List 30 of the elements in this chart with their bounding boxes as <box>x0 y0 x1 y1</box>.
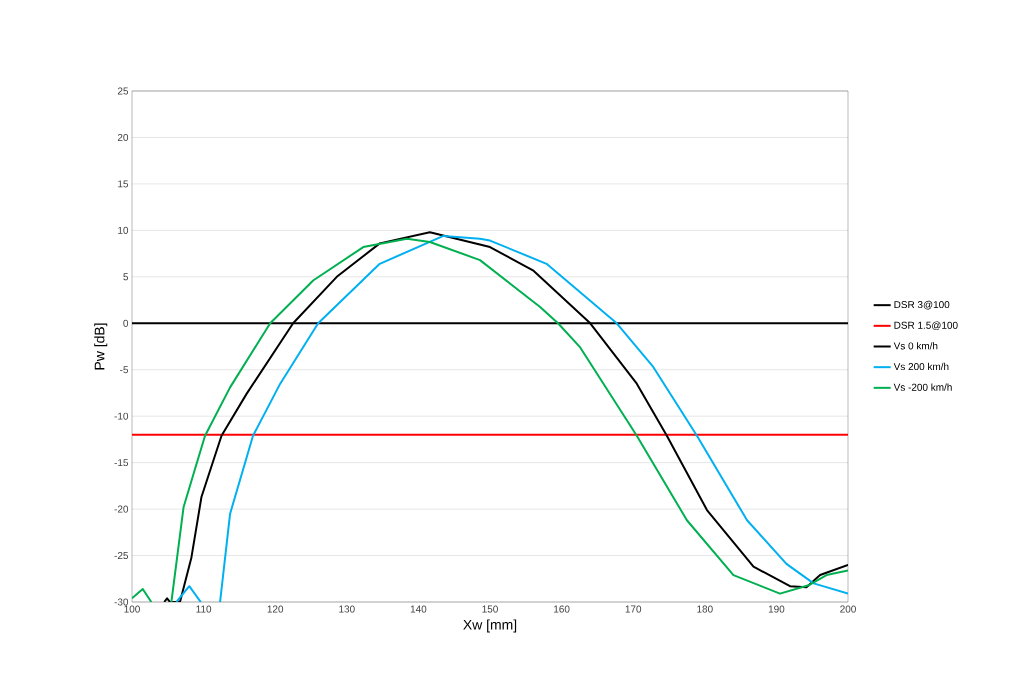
y-tick-label: -15 <box>114 459 129 467</box>
x-tick-label: 180 <box>697 605 713 613</box>
y-tick-label: -5 <box>120 366 129 374</box>
x-tick-label: 130 <box>339 605 355 613</box>
legend-label: Vs -200 km/h <box>893 383 952 391</box>
legend-label: DSR 3@100 <box>894 300 950 310</box>
legend-label: Vs 0 km/h <box>893 342 938 350</box>
x-tick-label: 140 <box>410 605 427 613</box>
x-tick-label: 170 <box>625 605 642 613</box>
legend-label: DSR 1.5@100 <box>894 321 958 331</box>
y-tick-label: 0 <box>123 319 129 327</box>
y-tick-label: -25 <box>114 552 129 560</box>
x-tick-label: 160 <box>554 605 570 613</box>
x-tick-label: 150 <box>482 605 498 613</box>
x-tick-label: 120 <box>267 605 284 613</box>
legend-label: Vs 200 km/h <box>893 362 949 371</box>
y-axis-title: Pw [dB] <box>94 323 108 370</box>
y-tick-label: -30 <box>114 598 129 606</box>
x-tick-label: 200 <box>840 605 856 613</box>
x-tick-label: 110 <box>196 605 212 613</box>
y-tick-label: 25 <box>117 87 129 95</box>
x-axis-title: Xw [mm] <box>463 619 517 633</box>
y-tick-label: 15 <box>118 180 129 188</box>
y-tick-label: -20 <box>114 505 129 513</box>
x-tick-label: 190 <box>768 605 785 613</box>
x-tick-label: 100 <box>124 605 140 613</box>
y-tick-label: -10 <box>114 412 129 420</box>
y-tick-label: 5 <box>123 273 129 281</box>
y-tick-label: 10 <box>118 226 129 234</box>
y-tick-label: 20 <box>117 133 129 141</box>
